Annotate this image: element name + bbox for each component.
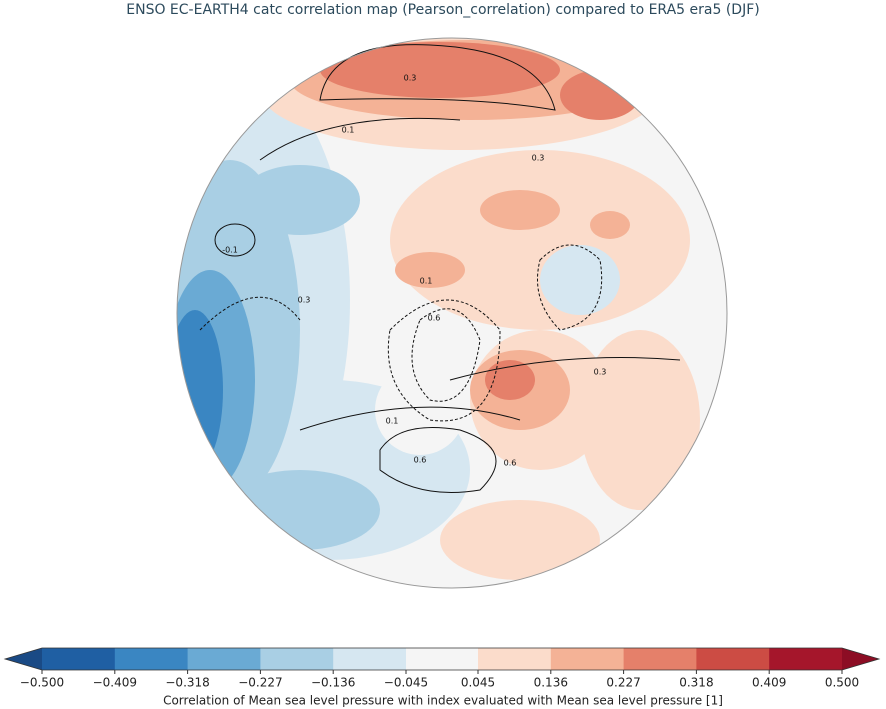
contour-label: 0.6: [428, 314, 441, 323]
colorbar-tick-label: 0.045: [461, 676, 495, 690]
colorbar-segment: [696, 648, 770, 670]
contour-label: 0.3: [404, 74, 417, 83]
colorbar-segment: [550, 648, 625, 670]
contour-label: 0.3: [594, 368, 607, 377]
contours: [199, 44, 681, 493]
colorbar-segment: [333, 648, 407, 670]
map-border: [176, 37, 728, 589]
colorbar-tick-label: −0.409: [93, 676, 137, 690]
colorbar-tick-label: 0.136: [534, 676, 568, 690]
colorbar: −0.500 −0.409 −0.318 −0.227 −0.136 −0.045 0.04…: [3, 647, 881, 690]
colorbar-extend-low: [5, 648, 42, 670]
colorbar-label: Correlation of Mean sea level pressure w…: [163, 694, 723, 708]
contour-label: 0.6: [504, 459, 517, 468]
colorbar-tick-label: −0.500: [20, 676, 64, 690]
colorbar-tick-label: 0.227: [606, 676, 640, 690]
colorbar-tick-label: 0.318: [679, 676, 713, 690]
colorbar-segment: [478, 648, 552, 670]
colorbar-segment: [187, 648, 261, 670]
colorbar-segment: [42, 648, 116, 670]
colorbar-segment: [260, 648, 334, 670]
colorbar-tick-label: 0.500: [825, 676, 859, 690]
contour-label: 0.1: [342, 126, 355, 135]
contour-label: 0.3: [532, 154, 545, 163]
colorbar-segment: [623, 648, 697, 670]
colorbar-tick-label: −0.136: [311, 676, 355, 690]
contour-label: 0.6: [414, 456, 427, 465]
colorbar-extend-high: [842, 648, 879, 670]
title: ENSO EC-EARTH4 catc correlation map (Pea…: [126, 2, 759, 18]
colorbar-tick-label: −0.045: [384, 676, 428, 690]
contour-label: -0.1: [222, 246, 238, 255]
contour-label: 0.1: [386, 417, 399, 426]
colorbar-tick-label: −0.227: [238, 676, 282, 690]
map-field: [177, 38, 727, 588]
contour-labels: 0.3 0.1 -0.1 0.3 0.1 0.6 0.1 0.6 0.6 0.3 0.3: [222, 74, 606, 468]
colorbar-tick-label: 0.409: [752, 676, 786, 690]
colorbar-tick-label: −0.318: [165, 676, 209, 690]
contour-label: 0.3: [298, 296, 311, 305]
colorbar-segment: [406, 648, 479, 670]
colorbar-segment: [114, 648, 189, 670]
colorbar-segment: [769, 648, 843, 670]
contour-label: 0.1: [420, 277, 433, 286]
